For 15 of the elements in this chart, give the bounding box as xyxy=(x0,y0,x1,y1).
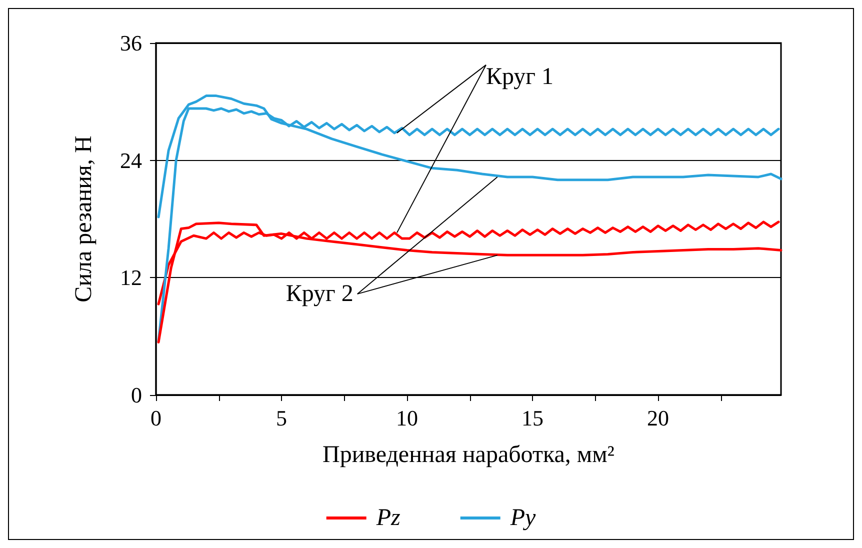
y-axis-title: Сила резания, Н xyxy=(71,136,97,302)
y-tick-label: 24 xyxy=(120,148,142,173)
x-tick-label: 20 xyxy=(647,406,670,430)
x-tick-label: 0 xyxy=(150,406,162,430)
x-tick-label: 10 xyxy=(396,406,418,430)
annotation: Круг 1 xyxy=(486,64,554,90)
y-tick-label: 12 xyxy=(120,265,142,290)
x-axis-title: Приведенная наработка, мм² xyxy=(322,442,614,468)
annotation: Круг 2 xyxy=(286,280,354,307)
legend-label: Py xyxy=(509,505,536,531)
legend-label: Pz xyxy=(375,505,402,531)
x-tick-label: 5 xyxy=(276,406,287,430)
y-tick-label: 36 xyxy=(120,30,142,56)
x-tick-label: 15 xyxy=(522,406,544,430)
y-tick-label: 0 xyxy=(131,382,142,408)
